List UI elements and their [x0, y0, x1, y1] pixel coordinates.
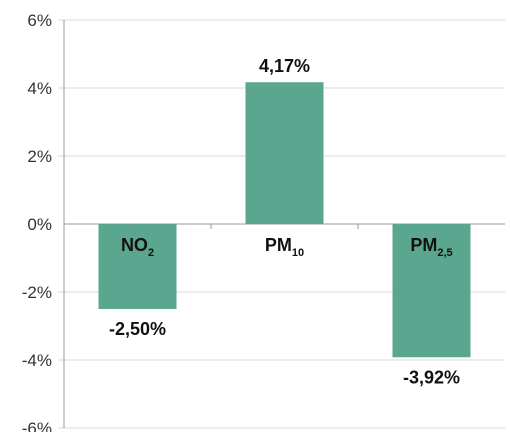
y-tick-label: 2% [27, 147, 52, 166]
category-sub-2: 2,5 [437, 247, 452, 259]
bar-0 [98, 224, 177, 309]
category-label-2: PM2,5 [410, 235, 452, 259]
category-main-2: PM [410, 235, 437, 255]
category-label-1: PM10 [265, 235, 304, 259]
category-main-0: NO [121, 235, 148, 255]
y-tick-label: -4% [22, 351, 52, 370]
y-tick-label: -2% [22, 283, 52, 302]
data-label-1: 4,17% [259, 56, 310, 76]
data-label-2: -3,92% [403, 367, 460, 387]
category-sub-1: 10 [292, 247, 304, 259]
data-label-0: -2,50% [109, 319, 166, 339]
category-main-1: PM [265, 235, 292, 255]
y-tick-label: 0% [27, 215, 52, 234]
bar-2 [392, 224, 471, 358]
bar-1 [245, 82, 324, 224]
y-tick-label: 4% [27, 79, 52, 98]
y-tick-label: -6% [22, 419, 52, 432]
category-sub-0: 2 [148, 247, 154, 259]
bar-layer [98, 82, 471, 358]
axis-layer: 6% 4% 2% 0% -2% -4% -6% [22, 11, 505, 432]
category-label-0: NO2 [121, 235, 154, 259]
y-tick-label: 6% [27, 11, 52, 30]
